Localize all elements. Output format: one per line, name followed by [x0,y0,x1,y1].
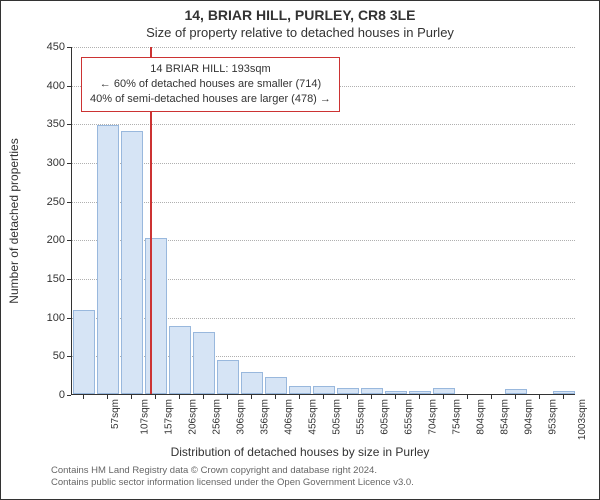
histogram-bar [409,391,432,394]
footnote-line1: Contains HM Land Registry data © Crown c… [51,465,414,477]
annotation-box: 14 BRIAR HILL: 193sqm← 60% of detached h… [81,57,340,112]
histogram-bar [433,388,456,394]
histogram-bar [361,388,384,394]
xtick-label: 754sqm [452,399,463,435]
xtick-mark [323,395,324,399]
ytick-label: 250 [35,196,65,208]
xtick-label: 804sqm [476,399,487,435]
y-axis-label: Number of detached properties [7,56,21,221]
xtick-label: 854sqm [500,399,511,435]
ytick-label: 200 [35,234,65,246]
ytick-label: 350 [35,118,65,130]
ytick-label: 0 [35,389,65,401]
xtick-mark [443,395,444,399]
ytick-mark [67,86,71,87]
x-axis-label: Distribution of detached houses by size … [1,445,599,459]
xtick-mark [491,395,492,399]
ytick-mark [67,395,71,396]
ytick-mark [67,279,71,280]
xtick-label: 605sqm [380,399,391,435]
xtick-label: 356sqm [260,399,271,435]
xtick-mark [131,395,132,399]
xtick-label: 953sqm [548,399,559,435]
histogram-bar [169,326,192,394]
footnote-line2: Contains public sector information licen… [51,477,414,489]
xtick-label: 306sqm [236,399,247,435]
xtick-label: 655sqm [404,399,415,435]
ytick-mark [67,240,71,241]
ytick-mark [67,318,71,319]
xtick-label: 505sqm [332,399,343,435]
ytick-mark [67,202,71,203]
xtick-label: 704sqm [428,399,439,435]
ytick-mark [67,356,71,357]
xtick-mark [155,395,156,399]
xtick-label: 157sqm [164,399,175,435]
histogram-bar [553,391,576,394]
histogram-bar [337,388,360,394]
xtick-mark [467,395,468,399]
xtick-mark [563,395,564,399]
xtick-mark [203,395,204,399]
ytick-label: 150 [35,273,65,285]
chart-container: 14, BRIAR HILL, PURLEY, CR8 3LE Size of … [0,0,600,500]
xtick-label: 904sqm [524,399,535,435]
histogram-bar [193,332,216,394]
xtick-label: 455sqm [308,399,319,435]
xtick-mark [227,395,228,399]
xtick-mark [419,395,420,399]
xtick-mark [347,395,348,399]
xtick-mark [179,395,180,399]
histogram-bar [121,131,144,394]
annotation-line: 14 BRIAR HILL: 193sqm [90,62,331,77]
xtick-label: 1003sqm [577,399,588,440]
xtick-mark [371,395,372,399]
xtick-label: 256sqm [212,399,223,435]
histogram-bar [217,360,240,394]
histogram-bar [265,377,288,394]
xtick-mark [275,395,276,399]
xtick-mark [107,395,108,399]
xtick-mark [539,395,540,399]
histogram-bar [313,386,336,394]
xtick-mark [515,395,516,399]
histogram-bar [145,238,168,394]
histogram-bar [289,386,312,394]
footnote: Contains HM Land Registry data © Crown c… [51,465,414,489]
xtick-label: 406sqm [284,399,295,435]
histogram-bar [241,372,264,394]
ytick-mark [67,47,71,48]
ytick-mark [67,163,71,164]
chart-title-sub: Size of property relative to detached ho… [1,25,599,40]
annotation-line: ← 60% of detached houses are smaller (71… [90,77,331,92]
xtick-mark [299,395,300,399]
xtick-mark [395,395,396,399]
ytick-label: 400 [35,80,65,92]
xtick-mark [251,395,252,399]
xtick-mark [83,395,84,399]
xtick-label: 555sqm [356,399,367,435]
xtick-label: 107sqm [140,399,151,435]
ytick-label: 50 [35,350,65,362]
xtick-label: 206sqm [188,399,199,435]
ytick-label: 300 [35,157,65,169]
annotation-line: 40% of semi-detached houses are larger (… [90,92,331,107]
histogram-bar [73,310,96,394]
chart-title-main: 14, BRIAR HILL, PURLEY, CR8 3LE [1,7,599,23]
histogram-bar [97,125,120,394]
histogram-bar [505,389,528,394]
ytick-label: 100 [35,312,65,324]
histogram-bar [385,391,408,394]
xtick-label: 57sqm [110,399,121,429]
ytick-label: 450 [35,41,65,53]
ytick-mark [67,124,71,125]
